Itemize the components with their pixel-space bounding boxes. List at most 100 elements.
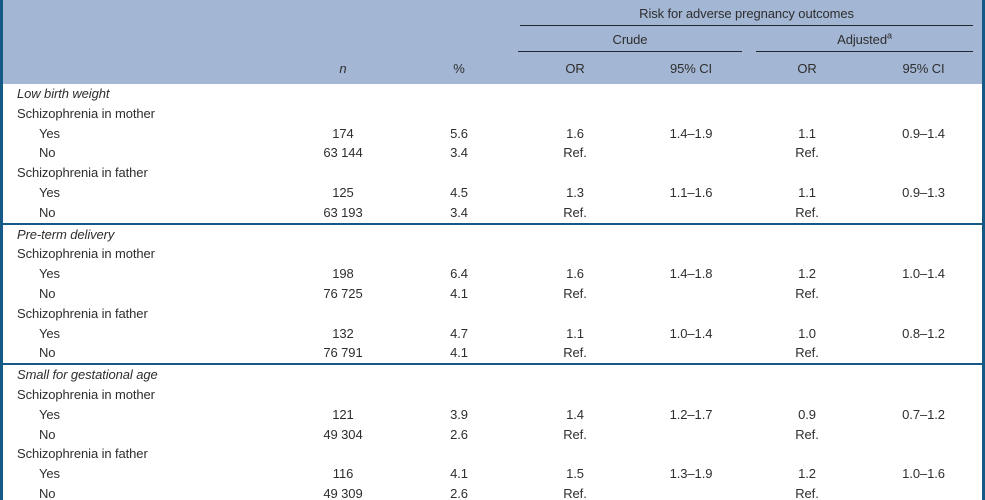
section-title: Low birth weight	[17, 86, 110, 101]
n-cell: 125	[332, 184, 354, 200]
adj-or-cell: Ref.	[795, 285, 819, 301]
model-row: Crude Adjusteda	[3, 26, 982, 52]
adj-ci-cell: 0.9–1.4	[902, 125, 945, 141]
adj-or-cell: 1.2	[798, 266, 816, 282]
col-header-n: n	[285, 52, 401, 84]
crude-label: Crude	[518, 32, 742, 52]
row-label-cell: Yes	[39, 325, 60, 341]
row-label-cell: Yes	[39, 184, 60, 200]
row-label-cell: No	[39, 485, 56, 500]
adjusted-label: Adjusteda	[756, 31, 974, 52]
adverse-pregnancy-outcomes-table: Risk for adverse pregnancy outcomes Crud…	[3, 0, 982, 500]
adj-ci-cell	[865, 343, 982, 364]
adj-ci-cell	[865, 484, 982, 500]
crude-ci-cell	[633, 203, 749, 224]
crude-or-cell: Ref.	[563, 145, 587, 161]
crude-ci-cell: 1.2–1.7	[669, 406, 713, 422]
data-row: Yes 116 4.1 1.5 1.3–1.9 1.2 1.0–1.6	[3, 464, 982, 484]
data-row: No 76 791 4.1 Ref. Ref.	[3, 343, 982, 364]
data-row: Yes 121 3.9 1.4 1.2–1.7 0.9 0.7–1.2	[3, 405, 982, 425]
adj-ci-cell	[865, 143, 982, 163]
n-cell: 49 309	[323, 485, 363, 500]
adj-ci-cell	[865, 284, 982, 304]
row-label-cell: No	[39, 145, 56, 161]
spanner-row: Risk for adverse pregnancy outcomes	[3, 0, 982, 26]
adj-ci-cell	[865, 425, 982, 445]
crude-or-cell: 1.3	[566, 184, 584, 200]
crude-ci-cell: 1.1–1.6	[669, 184, 713, 200]
crude-or-cell: 1.1	[566, 325, 584, 341]
group-label: Schizophrenia in father	[17, 446, 148, 462]
row-label-cell: Yes	[39, 266, 60, 282]
row-label-cell: No	[39, 345, 56, 361]
pct-cell: 4.1	[450, 466, 468, 482]
col-header-adjusted-or: OR	[749, 52, 865, 84]
group-label-row: Schizophrenia in mother	[3, 385, 982, 405]
group-label-row: Schizophrenia in mother	[3, 244, 982, 264]
pct-cell: 5.6	[450, 125, 468, 141]
n-cell: 174	[332, 125, 354, 141]
n-cell: 76 725	[323, 285, 363, 301]
section-title: Small for gestational age	[3, 363, 982, 385]
column-header-row: n % OR 95% CI OR 95% CI	[3, 52, 982, 84]
col-header-crude-ci: 95% CI	[633, 52, 749, 84]
group-label-row: Schizophrenia in father	[3, 444, 982, 464]
group-label: Schizophrenia in mother	[17, 386, 155, 402]
n-cell: 63 193	[323, 204, 363, 220]
crude-ci-cell	[633, 143, 749, 163]
group-label: Schizophrenia in father	[17, 165, 148, 181]
pct-cell: 6.4	[450, 266, 468, 282]
pct-cell: 4.1	[450, 285, 468, 301]
crude-ci-cell: 1.0–1.4	[669, 325, 713, 341]
data-row: Yes 198 6.4 1.6 1.4–1.8 1.2 1.0–1.4	[3, 264, 982, 284]
adj-ci-cell: 0.7–1.2	[902, 406, 945, 422]
group-label-row: Schizophrenia in father	[3, 163, 982, 183]
adj-or-cell: Ref.	[795, 204, 819, 220]
row-label-cell: Yes	[39, 125, 60, 141]
row-label-cell: Yes	[39, 466, 60, 482]
n-cell: 132	[332, 325, 354, 341]
col-header-adjusted-ci: 95% CI	[865, 52, 982, 84]
crude-or-cell: 1.5	[566, 466, 584, 482]
adj-or-cell: Ref.	[795, 145, 819, 161]
n-cell: 49 304	[323, 426, 363, 442]
row-label-cell: No	[39, 426, 56, 442]
crude-or-cell: Ref.	[563, 345, 587, 361]
group-label-row: Schizophrenia in mother	[3, 104, 982, 124]
adj-or-cell: 1.2	[798, 466, 816, 482]
crude-ci-cell: 1.4–1.8	[669, 266, 713, 282]
crude-ci-cell	[633, 484, 749, 500]
pct-cell: 4.1	[450, 345, 468, 361]
data-row: No 49 304 2.6 Ref. Ref.	[3, 425, 982, 445]
table-header: Risk for adverse pregnancy outcomes Crud…	[3, 0, 982, 84]
pct-cell: 3.9	[450, 406, 468, 422]
pct-cell: 2.6	[450, 485, 468, 500]
section-title: Pre-term delivery	[3, 222, 982, 245]
data-row: No 63 144 3.4 Ref. Ref.	[3, 143, 982, 163]
group-label: Schizophrenia in mother	[17, 246, 155, 262]
adj-ci-cell	[865, 203, 982, 224]
n-cell: 76 791	[323, 345, 363, 361]
adj-or-cell: Ref.	[795, 345, 819, 361]
row-label-cell: No	[39, 204, 56, 220]
n-cell: 198	[332, 266, 354, 282]
crude-or-cell: 1.6	[566, 125, 584, 141]
data-row: No 49 309 2.6 Ref. Ref.	[3, 484, 982, 500]
adj-or-cell: 1.1	[798, 184, 816, 200]
blank-header-cell	[3, 0, 517, 26]
crude-or-cell: Ref.	[563, 426, 587, 442]
pct-cell: 4.5	[450, 184, 468, 200]
n-cell: 121	[332, 406, 354, 422]
data-row: No 76 725 4.1 Ref. Ref.	[3, 284, 982, 304]
col-header-crude-or: OR	[517, 52, 633, 84]
adjusted-label-text: Adjusted	[837, 32, 887, 47]
pct-cell: 3.4	[450, 204, 468, 220]
group-label: Schizophrenia in mother	[17, 105, 155, 121]
spanner-heading-cell: Risk for adverse pregnancy outcomes	[517, 0, 982, 26]
crude-ci-cell: 1.3–1.9	[669, 466, 713, 482]
crude-or-cell: 1.4	[566, 406, 584, 422]
n-cell: 116	[332, 466, 354, 482]
row-label-cell: Yes	[39, 406, 60, 422]
table-body: Low birth weight Schizophrenia in mother Y…	[3, 84, 982, 500]
group-label-row: Schizophrenia in father	[3, 304, 982, 324]
